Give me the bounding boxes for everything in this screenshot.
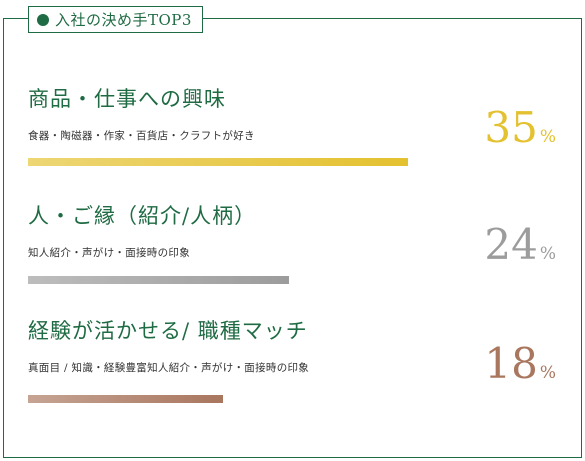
percentage-value: 35 % [484,106,556,150]
percentage-value: 18 % [484,342,556,386]
percentage-bar [28,276,289,284]
reason-title: 商品・仕事への興味 [28,87,226,111]
reason-item-2: 人・ご縁（紹介/人柄） 知人紹介・声がけ・面接時の印象 24 % [28,203,568,284]
reason-item-1: 商品・仕事への興味 食器・陶磁器・作家・百貨店・クラフトが好き 35 % [28,86,568,166]
reason-title: 経験が活かせる/ 職種マッチ [28,319,308,343]
percent-unit: % [539,127,556,147]
percentage-bar [28,158,408,166]
percentage-bar-track [28,395,408,403]
percentage-bar-track [28,158,408,166]
top3-panel [3,18,582,458]
section-header-tag: 入社の決め手TOP3 [28,6,203,33]
percentage-bar [28,395,224,403]
percentage-value: 24 % [484,223,556,267]
percentage-number: 18 [484,339,538,388]
reason-description: 真面目 / 知識・経験豊富知人紹介・声がけ・面接時の印象 [28,362,310,374]
percent-unit: % [539,363,556,383]
reason-title: 人・ご縁（紹介/人柄） [28,204,257,228]
percentage-number: 35 [484,103,538,152]
bullet-dot-icon [37,13,49,26]
percent-unit: % [539,244,556,264]
percentage-bar-track [28,276,408,284]
reason-description: 食器・陶磁器・作家・百貨店・クラフトが好き [28,130,255,142]
percentage-number: 24 [484,220,538,269]
section-title: 入社の決め手TOP3 [55,11,192,29]
reason-description: 知人紹介・声がけ・面接時の印象 [28,247,190,259]
reason-item-3: 経験が活かせる/ 職種マッチ 真面目 / 知識・経験豊富知人紹介・声がけ・面接時… [28,318,568,403]
